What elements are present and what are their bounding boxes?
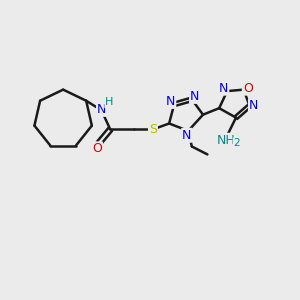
Text: N: N [166,95,175,108]
Text: NH: NH [217,134,236,147]
Text: N: N [190,90,200,103]
Text: H: H [105,97,114,107]
Text: N: N [182,129,191,142]
Text: N: N [249,99,258,112]
Text: S: S [149,123,157,136]
Text: O: O [243,82,253,95]
Text: 2: 2 [233,138,240,148]
Text: N: N [219,82,228,95]
Text: N: N [97,103,106,116]
Text: O: O [92,142,102,155]
